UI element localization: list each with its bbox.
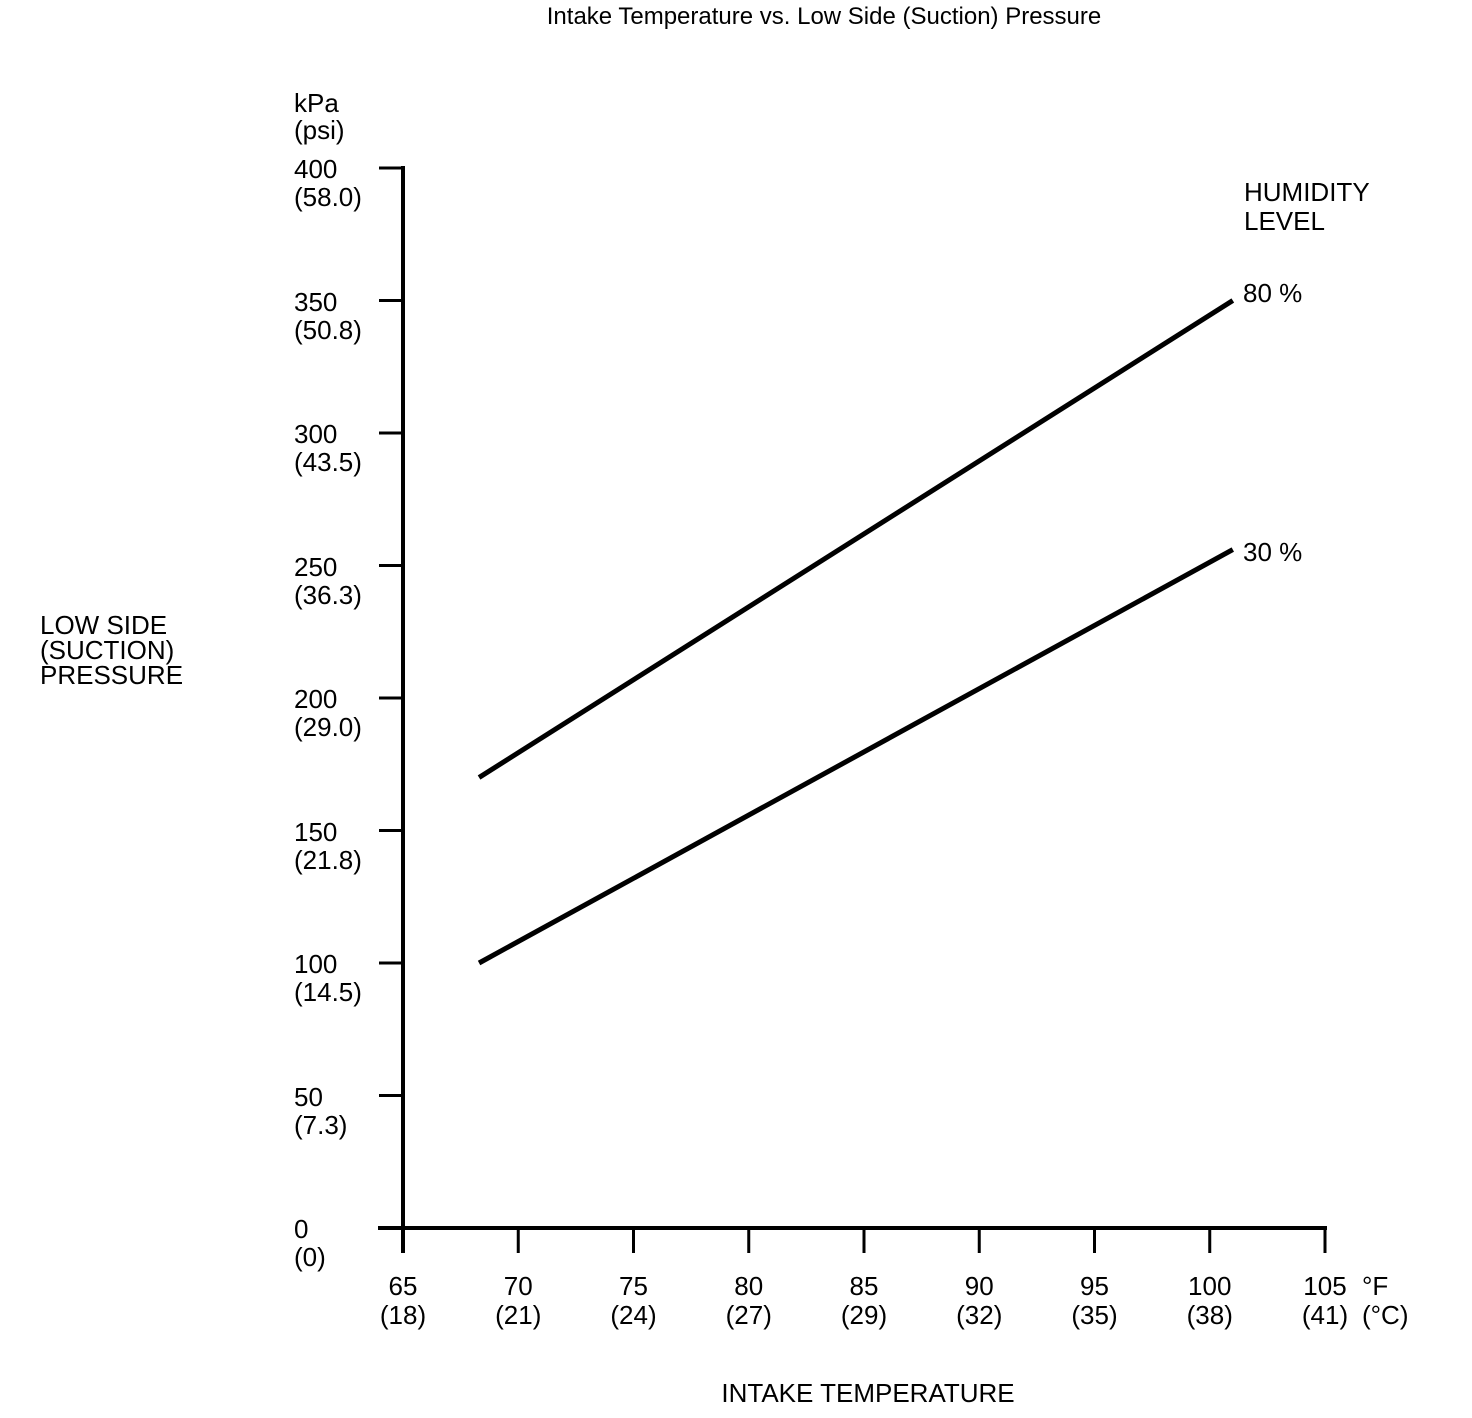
x-axis-unit-label: °F (°C) bbox=[1362, 1272, 1409, 1330]
x-axis-title: INTAKE TEMPERATURE bbox=[721, 1378, 1015, 1408]
y-axis-title-line-1: LOW SIDE bbox=[40, 610, 168, 640]
x-tick-label-85: 85 (29) bbox=[840, 1271, 888, 1330]
series-label-80-percent: 80 % bbox=[1243, 278, 1303, 308]
x-tick-label-105: 105 (41) bbox=[1301, 1271, 1349, 1330]
y-unit-psi: (psi) bbox=[294, 115, 345, 145]
series-line-30-percent bbox=[477, 547, 1235, 966]
legend-title-line-1: HUMIDITY bbox=[1244, 177, 1370, 207]
y-tick-label-150: 150 (21.8) bbox=[294, 816, 362, 875]
x-tick-label-100: 100 (38) bbox=[1186, 1271, 1233, 1330]
x-tick-label-90: 90 (32) bbox=[956, 1271, 1003, 1330]
x-tick-label-80: 80 (27) bbox=[725, 1271, 772, 1330]
x-tick-label-95: 95 (35) bbox=[1071, 1271, 1118, 1330]
y-tick-label-350: 350 (50.8) bbox=[294, 286, 362, 345]
y-tick-label-100: 100 (14.5) bbox=[294, 949, 362, 1007]
y-tick-label-0: 0 (0) bbox=[294, 1214, 326, 1272]
legend-title-line-2: LEVEL bbox=[1244, 206, 1325, 236]
series-label-30-percent: 30 % bbox=[1243, 537, 1303, 567]
y-tick-label-300: 300 (43.5) bbox=[294, 419, 362, 477]
y-unit-kpa: kPa bbox=[294, 88, 339, 118]
y-tick-label-250: 250 (36.3) bbox=[294, 551, 362, 610]
y-tick-label-200: 200 (29.0) bbox=[294, 684, 362, 742]
chart-title: Intake Temperature vs. Low Side (Suction… bbox=[546, 3, 1102, 30]
y-axis-title-line-3: PRESSURE bbox=[40, 660, 184, 690]
x-tick-label-70: 70 (21) bbox=[495, 1271, 542, 1330]
x-unit-celsius: (°C) bbox=[1362, 1300, 1409, 1330]
series-line-80-percent bbox=[477, 298, 1235, 780]
x-tick-label-75: 75 (24) bbox=[610, 1271, 657, 1330]
y-tick-label-400: 400 (58.0) bbox=[294, 154, 362, 212]
legend-title: HUMIDITY LEVEL bbox=[1244, 178, 1370, 236]
y-axis-title-line-2: (SUCTION) bbox=[40, 635, 175, 665]
y-axis-title: LOW SIDE (SUCTION) PRESSURE bbox=[40, 610, 184, 690]
y-axis-unit-label: kPa (psi) bbox=[294, 90, 345, 144]
x-unit-fahrenheit: °F bbox=[1362, 1271, 1389, 1301]
y-tick-label-50: 50 (7.3) bbox=[294, 1081, 348, 1140]
x-tick-label-65: 65 (18) bbox=[379, 1271, 427, 1330]
